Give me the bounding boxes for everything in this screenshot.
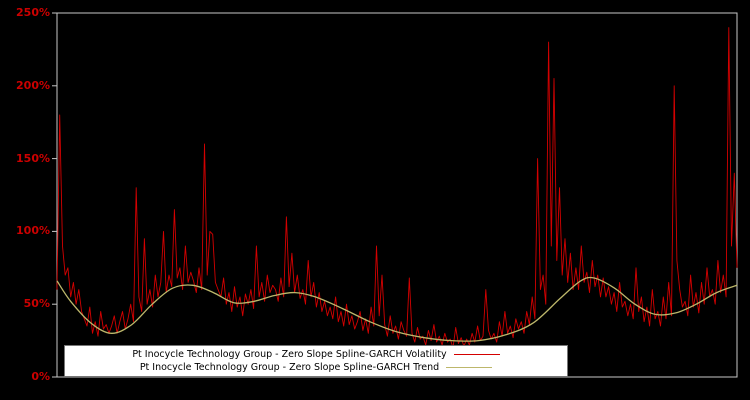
legend-row-volatility: Pt Inocycle Technology Group - Zero Slop… (65, 348, 567, 361)
y-axis-tick-label: 250% (16, 6, 50, 19)
legend: Pt Inocycle Technology Group - Zero Slop… (64, 345, 568, 377)
legend-row-trend: Pt Inocycle Technology Group - Zero Slop… (65, 361, 567, 374)
volatility-line-swatch (453, 354, 500, 355)
trend-line-swatch (446, 367, 493, 368)
volatility-series-line (56, 27, 738, 349)
y-axis-tick-label: 100% (16, 224, 50, 238)
plot-frame (56, 12, 738, 378)
legend-label-trend: Pt Inocycle Technology Group - Zero Slop… (139, 362, 440, 373)
y-axis-tick-label: 0% (31, 370, 50, 383)
y-axis-tick-label: 150% (16, 151, 50, 165)
y-axis-tick-label: 50% (23, 297, 50, 311)
y-axis-tick-label: 200% (16, 78, 50, 92)
legend-label-volatility: Pt Inocycle Technology Group - Zero Slop… (132, 349, 447, 360)
trend-series-line (56, 276, 738, 342)
